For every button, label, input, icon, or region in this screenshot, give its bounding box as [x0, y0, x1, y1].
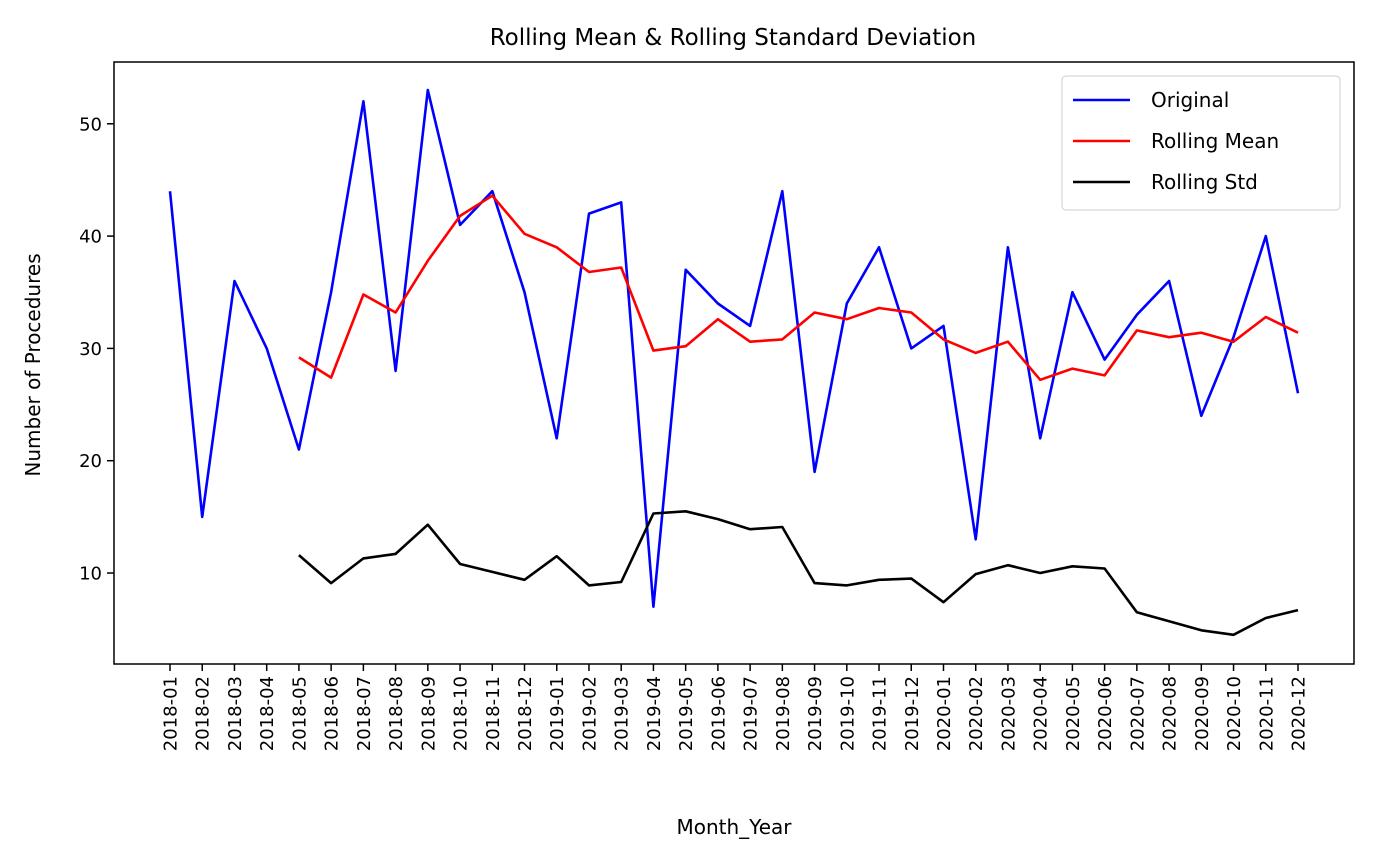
x-tick-label: 2020-08 [1160, 676, 1181, 751]
x-tick-label: 2020-01 [934, 676, 955, 751]
legend-frame [1061, 75, 1341, 211]
x-tick-label: 2020-03 [998, 676, 1019, 751]
x-tick-label: 2020-12 [1289, 676, 1310, 751]
y-tick-label: 40 [79, 227, 102, 248]
x-tick-label: 2018-09 [418, 676, 439, 751]
legend-label-original: Original [1151, 88, 1229, 112]
x-tick-label: 2019-10 [837, 676, 858, 751]
x-tick-label: 2020-09 [1192, 676, 1213, 751]
x-tick-label: 2019-07 [741, 676, 762, 751]
x-tick-label: 2018-01 [161, 676, 182, 751]
x-tick-label: 2020-10 [1224, 676, 1245, 751]
y-axis-label: Number of Procedures [21, 253, 45, 476]
x-tick-label: 2018-12 [515, 676, 536, 751]
x-tick-label: 2019-08 [773, 676, 794, 751]
x-tick-label: 2019-12 [902, 676, 923, 751]
x-tick-label: 2019-05 [676, 676, 697, 751]
x-axis: 2018-01 2018-02 2018-03 2018-04 2018-05 2018-… [161, 664, 1310, 751]
y-tick-label: 20 [79, 451, 102, 472]
y-tick-label: 30 [79, 339, 102, 360]
series-line-rolling-std [298, 510, 1299, 637]
x-tick-label: 2018-04 [257, 676, 278, 751]
x-tick-label: 2019-01 [547, 676, 568, 751]
x-tick-label: 2019-03 [612, 676, 633, 751]
x-tick-label: 2020-04 [1031, 676, 1052, 751]
x-tick-label: 2018-10 [451, 676, 472, 751]
y-axis: 10 20 30 40 50 [79, 114, 114, 585]
x-tick-label: 2018-06 [322, 676, 343, 751]
x-tick-label: 2018-07 [354, 676, 375, 751]
x-tick-label: 2019-06 [708, 676, 729, 751]
x-tick-label: 2018-02 [193, 676, 214, 751]
x-tick-label: 2018-03 [225, 676, 246, 751]
series-line-original [168, 88, 1300, 608]
plot-area-frame [113, 61, 1355, 665]
x-tick-label: 2018-08 [386, 676, 407, 751]
x-tick-label: 2018-11 [483, 676, 504, 751]
legend-label-rolling-mean: Rolling Mean [1151, 129, 1279, 153]
x-tick-label: 2020-07 [1127, 676, 1148, 751]
legend: Original Rolling Mean Rolling Std [1061, 75, 1341, 211]
legend-label-rolling-std: Rolling Std [1151, 170, 1258, 194]
x-tick-label: 2019-11 [870, 676, 891, 751]
x-tick-label: 2019-09 [805, 676, 826, 751]
x-tick-label: 2020-05 [1063, 676, 1084, 751]
x-tick-label: 2020-11 [1256, 676, 1277, 751]
y-tick-label: 50 [79, 114, 102, 135]
x-tick-label: 2018-05 [289, 676, 310, 751]
series-line-rolling-mean [298, 194, 1299, 382]
x-axis-label: Month_Year [676, 815, 792, 839]
series-lines [168, 88, 1300, 637]
x-tick-label: 2019-02 [579, 676, 600, 751]
x-tick-label: 2020-02 [966, 676, 987, 751]
x-tick-label: 2020-06 [1095, 676, 1116, 751]
chart-title: Rolling Mean & Rolling Standard Deviatio… [490, 25, 977, 51]
y-tick-label: 10 [79, 564, 102, 585]
x-tick-label: 2019-04 [644, 676, 665, 751]
